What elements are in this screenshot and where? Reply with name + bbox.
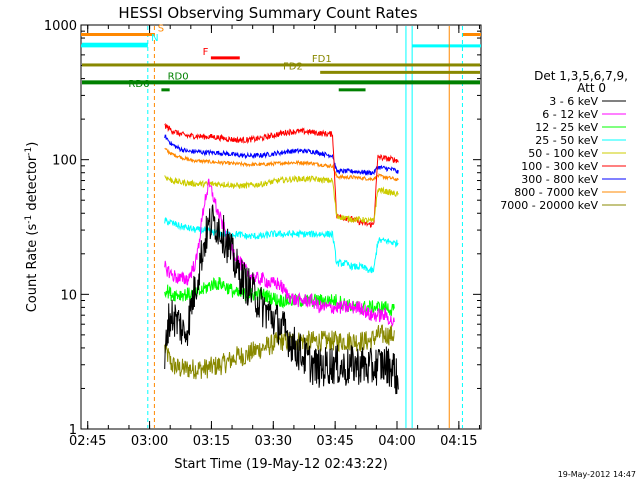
x-axis-label: Start Time (19-May-12 02:43:22) <box>174 457 388 472</box>
y-axis-label: Count Rate (s-1 detector-1) <box>24 142 40 313</box>
x-tick-label: 04:15 <box>440 434 477 449</box>
y-tick-label: 1 <box>69 423 77 438</box>
attenuator-vlines <box>147 26 463 428</box>
flag-bar <box>82 42 148 46</box>
y-label-sup2: -1 <box>24 147 34 156</box>
series-line <box>164 174 399 224</box>
series-line <box>164 324 395 380</box>
legend-label: 800 - 7000 keV <box>514 186 598 199</box>
plot-area: SN F FD1 FD2 RD0 RD6 <box>80 24 482 430</box>
y-tick-label: 100 <box>52 154 77 169</box>
flag-label: FD2 <box>283 61 303 72</box>
series-line <box>164 122 399 228</box>
x-tick-label: 03:45 <box>316 434 353 449</box>
legend-label: 25 - 50 keV <box>535 134 598 147</box>
flag-bar <box>320 70 480 74</box>
x-tick-labels: 02:45 03:00 03:15 03:30 03:45 04:00 04:15 <box>69 434 478 449</box>
series-lines <box>164 122 399 395</box>
series-line <box>164 178 395 327</box>
series-line <box>164 276 395 316</box>
flag-label: N <box>151 33 158 44</box>
flag-bar <box>210 56 240 60</box>
y-label-mid: detector <box>25 155 40 215</box>
x-tick-label: 03:00 <box>131 434 168 449</box>
series-line <box>164 216 399 274</box>
flag-label: S <box>158 24 164 35</box>
legend-label: 12 - 25 keV <box>535 121 598 134</box>
series-line <box>164 204 399 395</box>
legend-label: 300 - 800 keV <box>521 173 598 186</box>
x-tick-label: 04:00 <box>378 434 415 449</box>
flag-bar <box>161 88 170 92</box>
chart-title: HESSI Observing Summary Count Rates <box>118 4 417 22</box>
series-line <box>164 134 399 176</box>
flag-label: RD6 <box>128 79 149 90</box>
y-tick-label: 1000 <box>44 19 77 34</box>
x-tick-label: 03:15 <box>193 434 230 449</box>
y-label-sup1: -1 <box>24 215 34 224</box>
flag-bar <box>82 33 155 37</box>
x-tick-label: 03:30 <box>255 434 292 449</box>
flag-label: FD1 <box>312 54 332 65</box>
legend-label: 7000 - 20000 keV <box>500 199 598 212</box>
legend-label: 3 - 6 keV <box>549 95 598 108</box>
y-tick-labels: 1 10 100 1000 <box>44 19 77 438</box>
flag-bar <box>338 88 366 92</box>
y-label-end: ) <box>25 142 40 147</box>
legend-label: 50 - 100 keV <box>528 147 598 160</box>
flag-bar <box>82 63 480 67</box>
y-label-main: Count Rate (s <box>25 224 40 313</box>
legend-title-1: Det 1,3,5,6,7,9, <box>534 69 628 83</box>
footer-date: 19-May-2012 14:47 <box>558 470 636 479</box>
flag-bar <box>82 80 480 85</box>
series-line <box>164 147 399 182</box>
flag-label: F <box>203 47 209 58</box>
flag-label: RD0 <box>168 71 189 82</box>
flag-bars: SN F FD1 FD2 RD0 RD6 <box>82 24 480 92</box>
plot-frame <box>80 24 482 430</box>
legend-title-2: Att 0 <box>577 81 606 95</box>
y-tick-label: 10 <box>60 288 77 303</box>
legend-label: 100 - 300 keV <box>521 160 598 173</box>
legend-label: 6 - 12 keV <box>542 108 598 121</box>
x-tick-label: 02:45 <box>69 434 106 449</box>
